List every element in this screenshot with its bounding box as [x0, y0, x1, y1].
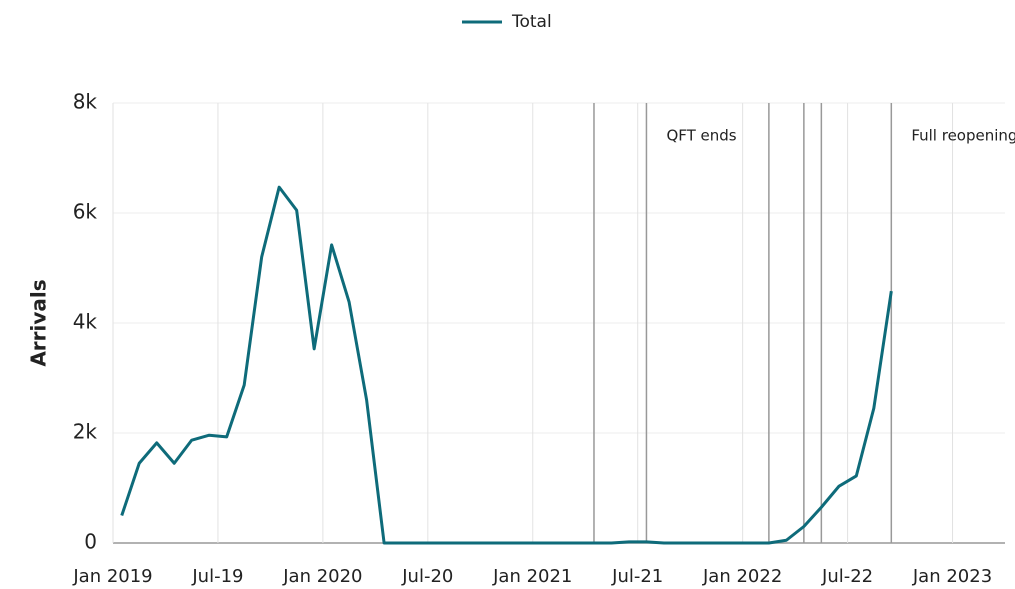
x-tick-label: Jul-22 [821, 566, 873, 587]
x-tick-label: Jan 2022 [702, 566, 782, 587]
annotation: QFT ends [666, 127, 736, 145]
x-tick-label: Jul-19 [191, 566, 243, 587]
x-tick-label: Jan 2019 [72, 566, 152, 587]
y-tick-label: 8k [73, 90, 98, 114]
x-tick-label: Jan 2021 [492, 566, 572, 587]
annotation: Full reopening [911, 127, 1015, 145]
y-tick-label: 0 [84, 530, 97, 554]
x-tick-label: Jul-21 [611, 566, 663, 587]
line [120, 185, 893, 545]
y-axis-label: Arrivals [27, 279, 51, 366]
y-tick-label: 2k [73, 420, 98, 444]
x-tick-label: Jan 2023 [912, 566, 992, 587]
y-tick-label: 4k [73, 310, 98, 334]
y-tick-label: 6k [73, 200, 98, 224]
x-tick-label: Jul-20 [401, 566, 453, 587]
x-tick-label: Jan 2020 [282, 566, 362, 587]
legend-label: Total [511, 12, 552, 32]
